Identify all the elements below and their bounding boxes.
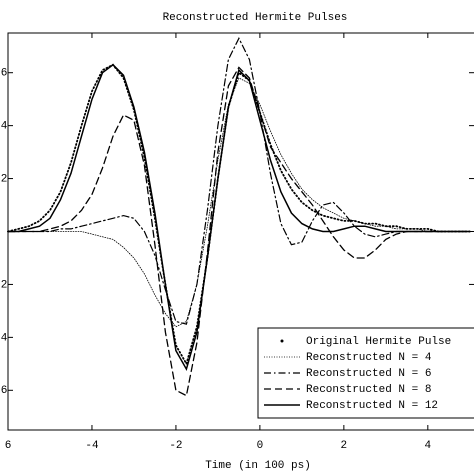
x-tick-label: -2	[169, 440, 182, 452]
legend-swatch	[280, 339, 284, 343]
x-tick-label: 0	[257, 440, 264, 452]
series-line	[7, 63, 471, 372]
x-tick-label: 4	[425, 440, 432, 452]
x-tick-label: -4	[85, 440, 99, 452]
legend: Original Hermite Pulse Reconstructed N = …	[257, 327, 474, 419]
chart-title: Reconstructed Hermite Pulses	[163, 12, 348, 24]
legend-label: Reconstructed N = 8	[306, 384, 431, 396]
series-line	[7, 77, 471, 328]
series-line	[7, 66, 471, 397]
legend-label: Original Hermite Pulse	[306, 336, 451, 348]
legend-label: Reconstructed N = 12	[306, 400, 438, 412]
y-tick-label: 4	[1, 332, 8, 344]
y-tick-label: 2	[1, 279, 8, 291]
x-axis-label: Time (in 100 ps)	[205, 460, 311, 472]
legend-label: Reconstructed N = 4	[306, 352, 432, 364]
y-tick-label: 6	[1, 385, 8, 397]
legend-label: Reconstructed N = 6	[306, 368, 431, 380]
y-tick-label: 6	[1, 68, 8, 80]
series-line	[7, 36, 471, 325]
series-line	[7, 63, 471, 367]
x-tick-label: 6	[5, 440, 12, 452]
y-tick-label: 4	[1, 121, 8, 133]
y-tick-label: 2	[1, 173, 8, 185]
x-tick-label: 2	[341, 440, 348, 452]
